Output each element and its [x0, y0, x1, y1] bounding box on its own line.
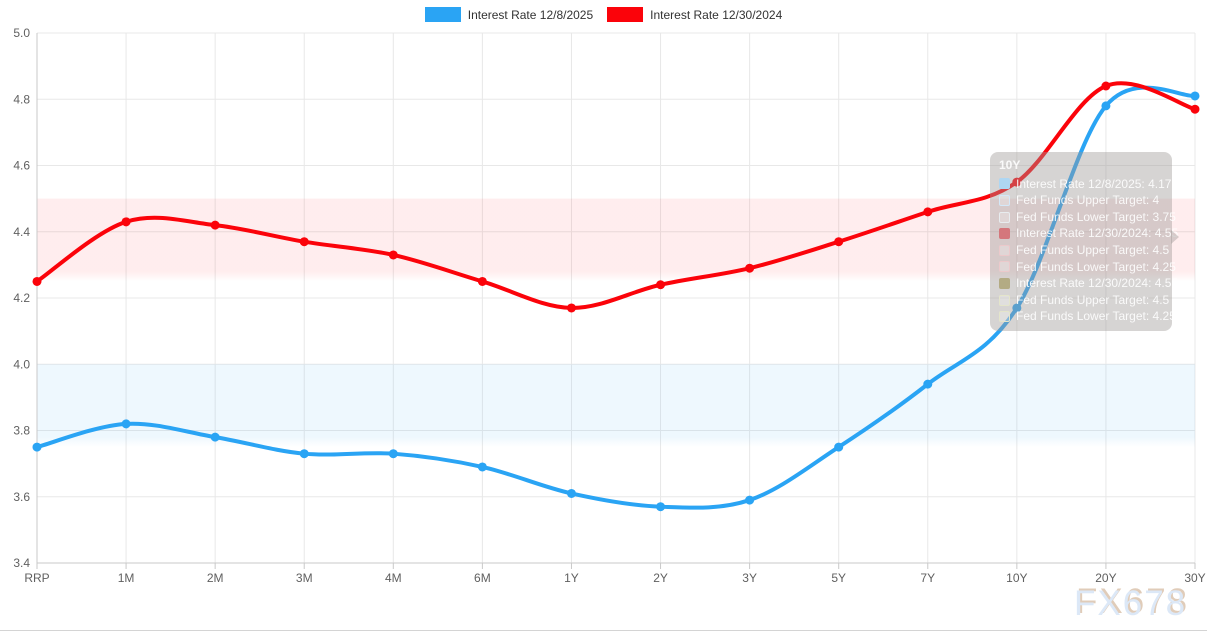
data-point[interactable]	[566, 303, 576, 313]
data-point[interactable]	[656, 280, 666, 290]
x-axis-label: 5Y	[831, 571, 846, 585]
data-point[interactable]	[477, 276, 487, 286]
data-point[interactable]	[923, 379, 933, 389]
data-point[interactable]	[1012, 177, 1022, 187]
y-axis-label: 3.6	[13, 490, 30, 504]
legend-item-2024[interactable]: Interest Rate 12/30/2024	[607, 7, 782, 22]
data-point[interactable]	[1190, 91, 1200, 101]
series-2025	[32, 85, 1200, 512]
x-axis-label: 1M	[118, 571, 135, 585]
data-point[interactable]	[1012, 303, 1022, 313]
data-point[interactable]	[566, 488, 576, 498]
data-point[interactable]	[299, 237, 309, 247]
data-point[interactable]	[834, 442, 844, 452]
x-axis-label: RRP	[24, 571, 49, 585]
x-axis-label: 3M	[296, 571, 313, 585]
legend-swatch-2024	[607, 7, 644, 22]
legend-label-2025: Interest Rate 12/8/2025	[467, 7, 594, 22]
x-axis-label: 7Y	[920, 571, 935, 585]
data-point[interactable]	[1101, 81, 1111, 91]
data-point[interactable]	[32, 442, 42, 452]
x-axis-label: 2M	[207, 571, 224, 585]
data-point[interactable]	[834, 237, 844, 247]
data-point[interactable]	[1190, 104, 1200, 114]
legend-item-2025[interactable]: Interest Rate 12/8/2025	[424, 7, 594, 22]
plot-band	[37, 198, 1195, 282]
data-point[interactable]	[656, 502, 666, 512]
data-point[interactable]	[210, 432, 220, 442]
data-point[interactable]	[32, 276, 42, 286]
data-point[interactable]	[923, 207, 933, 217]
data-point[interactable]	[299, 449, 309, 459]
data-point[interactable]	[1101, 101, 1111, 111]
y-axis-label: 3.4	[13, 556, 30, 570]
y-axis-label: 4.8	[13, 92, 30, 106]
y-axis-label: 5.0	[13, 26, 30, 40]
data-point[interactable]	[388, 250, 398, 260]
x-axis-label: 3Y	[742, 571, 757, 585]
bottom-divider	[0, 630, 1207, 631]
x-axis-label: 20Y	[1095, 571, 1116, 585]
y-axis-label: 4.0	[13, 357, 30, 371]
legend-swatch-2025	[424, 7, 461, 22]
x-axis-label: 1Y	[564, 571, 579, 585]
x-axis-label: 4M	[385, 571, 402, 585]
y-axis-label: 3.8	[13, 424, 30, 438]
data-point[interactable]	[745, 263, 755, 273]
legend-label-2024: Interest Rate 12/30/2024	[650, 7, 783, 22]
x-axis-label: 2Y	[653, 571, 668, 585]
y-axis-label: 4.4	[13, 225, 30, 239]
data-point[interactable]	[121, 217, 131, 227]
y-axis-label: 4.6	[13, 159, 30, 173]
data-point[interactable]	[388, 449, 398, 459]
data-point[interactable]	[210, 220, 220, 230]
chart-legend: Interest Rate 12/8/2025 Interest Rate 12…	[0, 7, 1207, 22]
x-axis-label: 30Y	[1184, 571, 1205, 585]
x-axis-label: 10Y	[1006, 571, 1027, 585]
x-axis-label: 6M	[474, 571, 491, 585]
data-point[interactable]	[121, 419, 131, 429]
plot-band	[37, 364, 1195, 448]
y-axis-label: 4.2	[13, 291, 30, 305]
data-point[interactable]	[477, 462, 487, 472]
data-point[interactable]	[745, 495, 755, 505]
series-2024	[32, 81, 1200, 313]
